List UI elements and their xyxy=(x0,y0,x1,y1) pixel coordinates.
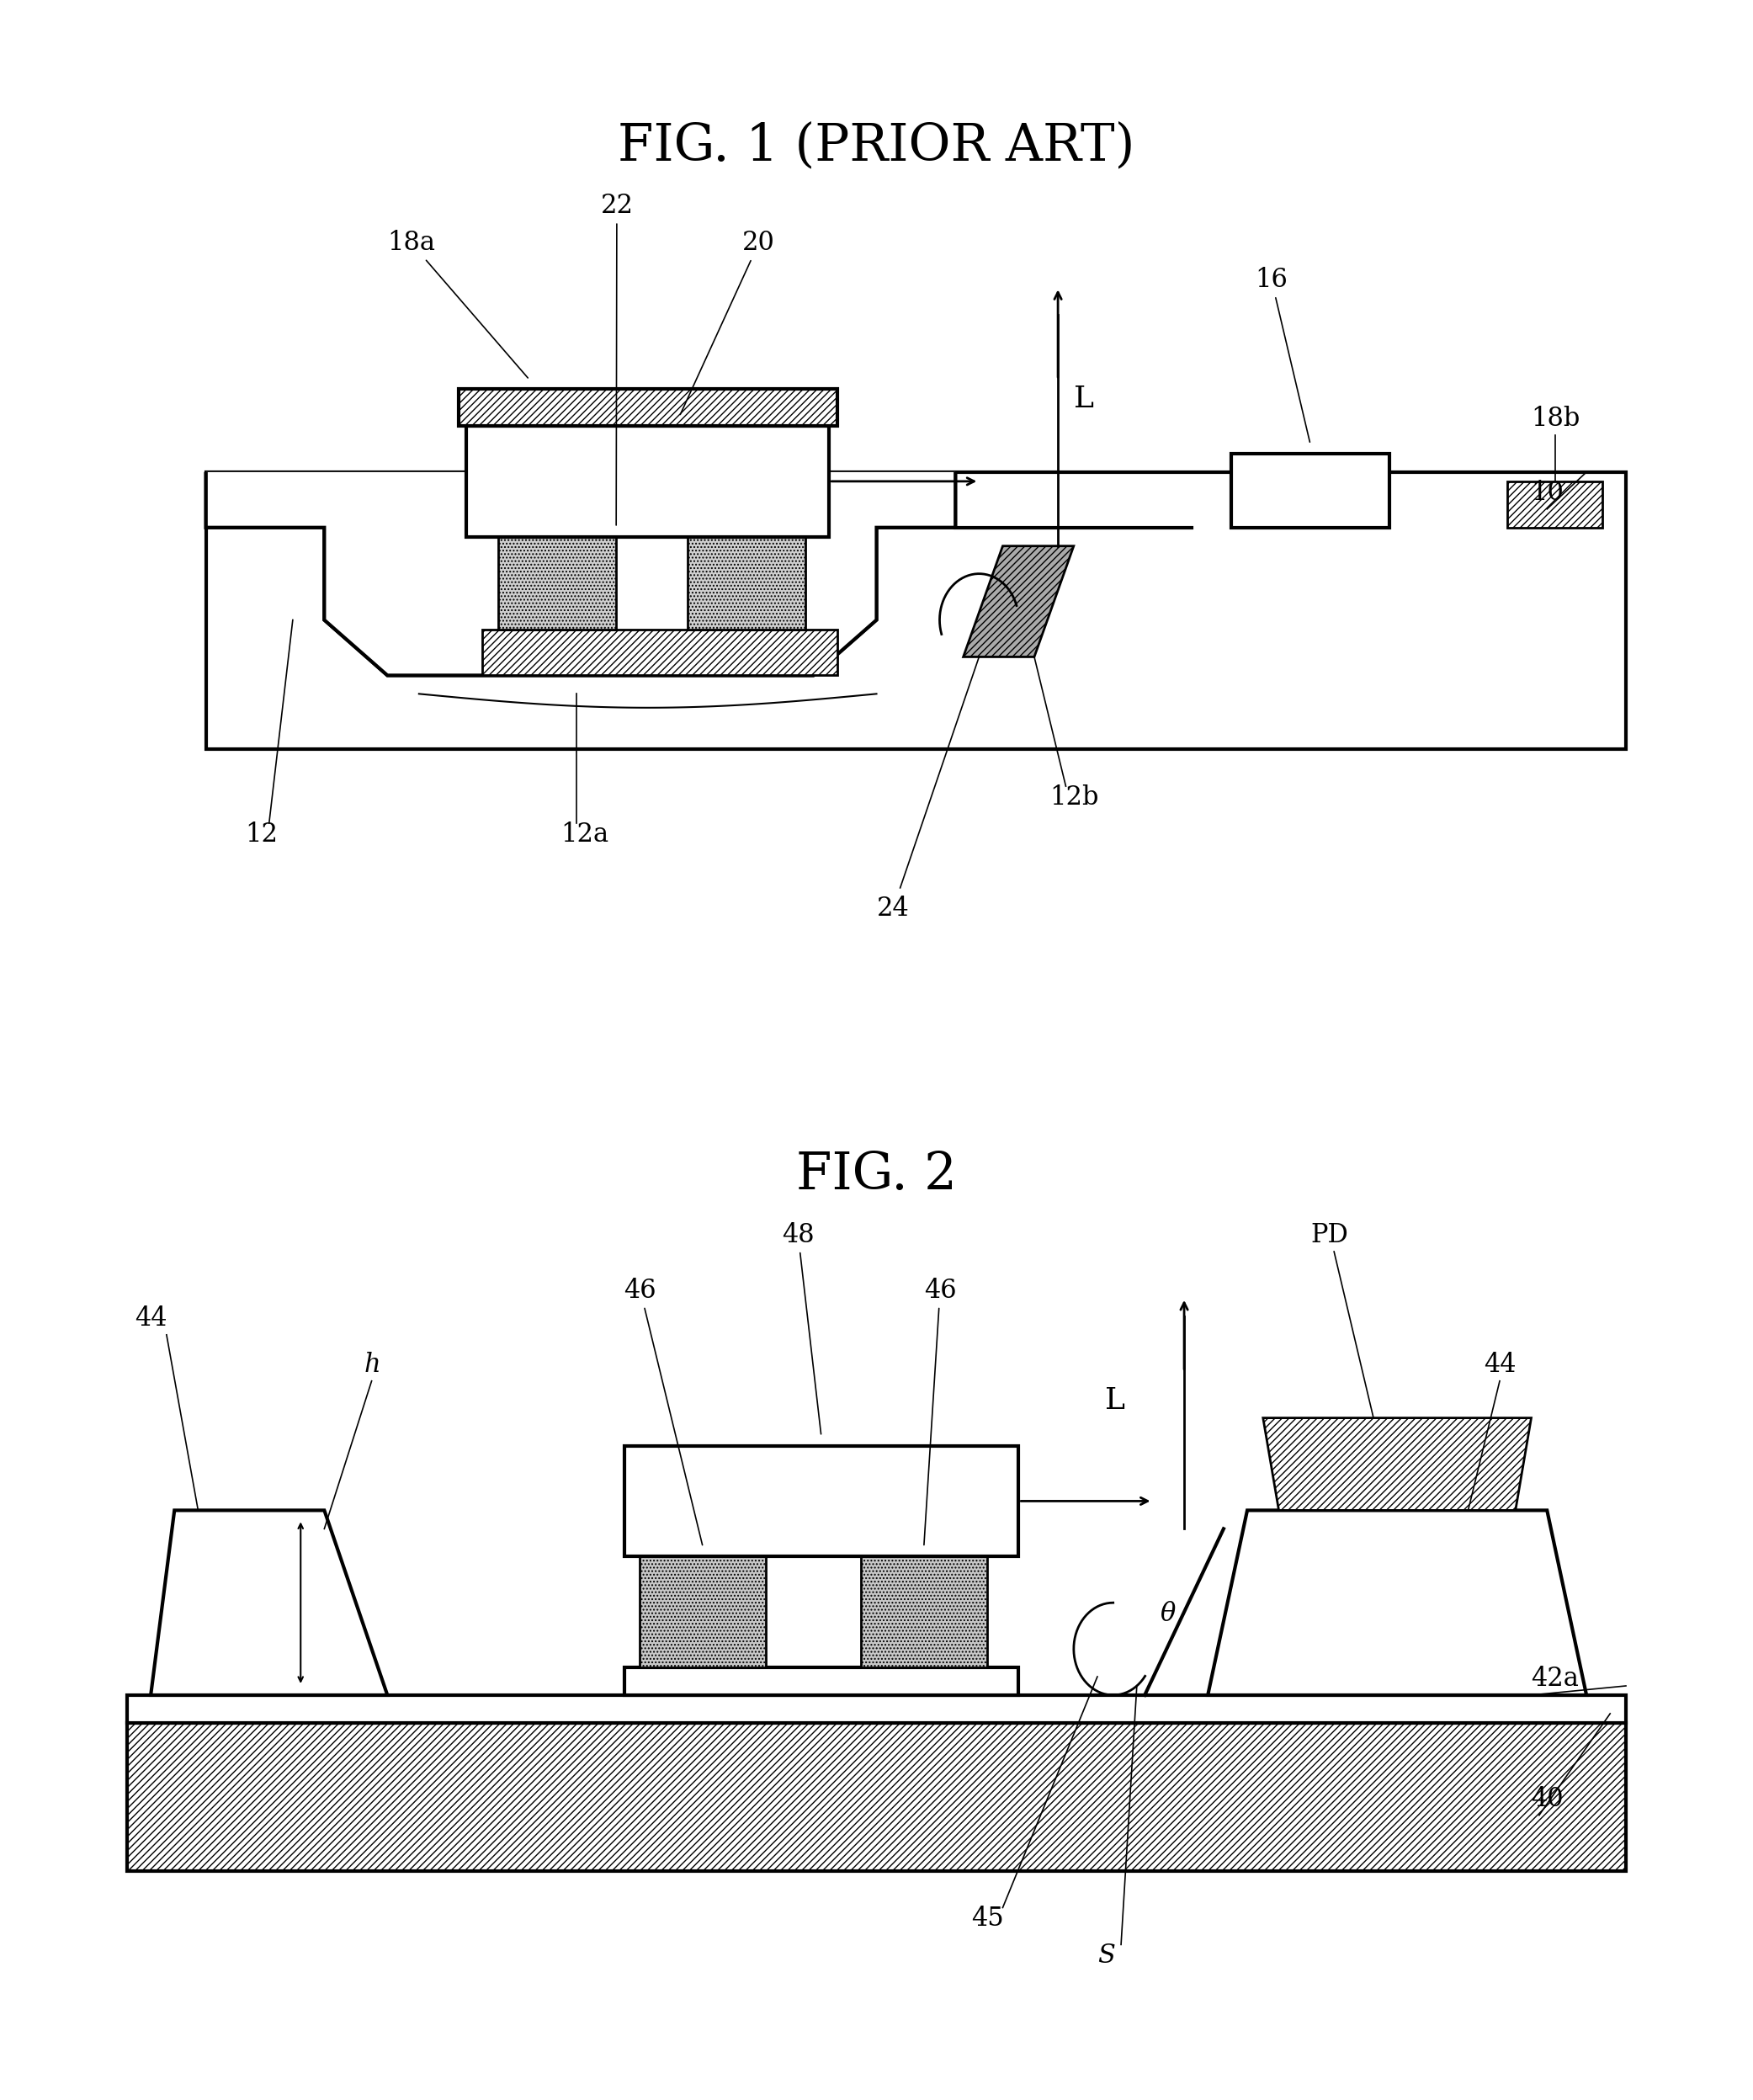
Bar xyxy=(687,538,805,630)
Text: h: h xyxy=(363,1352,380,1378)
Bar xyxy=(482,630,838,676)
Polygon shape xyxy=(207,472,955,676)
Bar xyxy=(128,1695,1625,1722)
Text: PD: PD xyxy=(1309,1222,1348,1247)
Text: 46: 46 xyxy=(624,1277,703,1546)
Text: 24: 24 xyxy=(876,895,910,922)
Text: 22: 22 xyxy=(600,193,633,525)
Polygon shape xyxy=(1262,1418,1532,1510)
Text: 18b: 18b xyxy=(1532,405,1581,433)
Text: 20: 20 xyxy=(680,231,775,414)
Bar xyxy=(498,538,617,630)
Text: 16: 16 xyxy=(1255,267,1309,443)
Text: 48: 48 xyxy=(782,1222,820,1434)
Polygon shape xyxy=(964,546,1073,657)
Bar xyxy=(1231,454,1388,527)
Text: 44: 44 xyxy=(135,1306,167,1331)
Bar xyxy=(207,472,1627,750)
Bar xyxy=(466,426,829,538)
Bar xyxy=(1508,481,1602,527)
Text: θ: θ xyxy=(1160,1600,1176,1628)
Text: L: L xyxy=(1104,1386,1125,1415)
Text: FIG. 2: FIG. 2 xyxy=(796,1151,957,1201)
Text: S: S xyxy=(1097,1942,1115,1970)
Text: 12: 12 xyxy=(245,821,279,848)
Text: 18a: 18a xyxy=(387,231,528,378)
Text: 44: 44 xyxy=(1483,1352,1516,1378)
Bar xyxy=(640,1556,766,1667)
Bar xyxy=(624,1667,1018,1695)
Bar xyxy=(861,1556,987,1667)
Text: FIG. 1 (PRIOR ART): FIG. 1 (PRIOR ART) xyxy=(617,122,1136,172)
Text: 42a: 42a xyxy=(1532,1665,1579,1693)
Bar xyxy=(459,388,838,426)
Text: 40: 40 xyxy=(1532,1785,1564,1812)
Bar xyxy=(624,1445,1018,1556)
Bar xyxy=(128,1722,1625,1871)
Text: 12b: 12b xyxy=(1050,785,1099,811)
Text: 10: 10 xyxy=(1532,479,1564,506)
Text: 12a: 12a xyxy=(561,821,608,848)
Text: 46: 46 xyxy=(924,1277,957,1546)
Text: 45: 45 xyxy=(971,1907,1004,1932)
Polygon shape xyxy=(151,1510,387,1695)
Polygon shape xyxy=(1208,1510,1586,1695)
Text: L: L xyxy=(1073,384,1094,414)
